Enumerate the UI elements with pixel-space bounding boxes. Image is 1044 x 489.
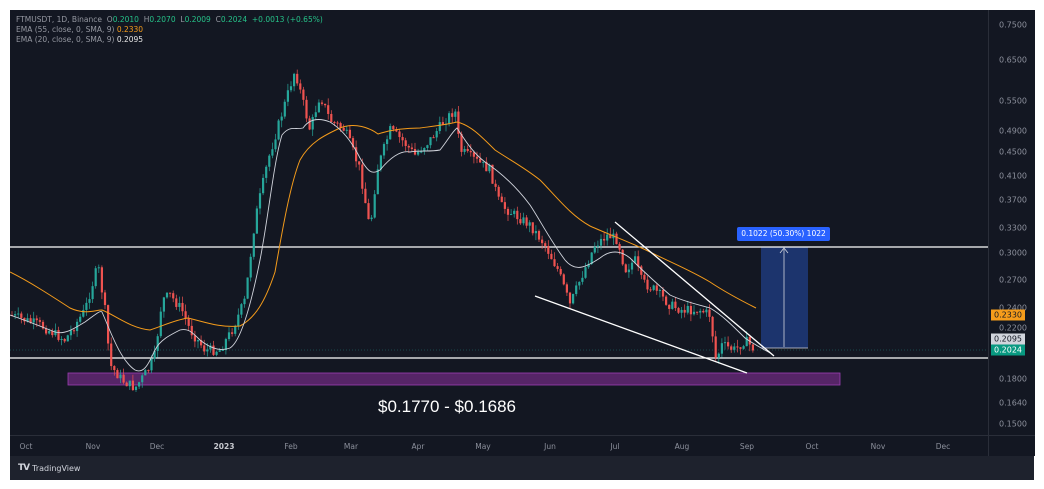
candlesticks [10, 69, 754, 392]
price-axis[interactable]: 0.7500 0.6500 0.5500 0.4900 0.4500 0.410… [988, 10, 1035, 435]
x-tick: Oct [805, 442, 819, 451]
y-tick: 0.3700 [999, 195, 1027, 205]
x-tick: Jul [610, 442, 620, 451]
x-tick: Oct [19, 442, 33, 451]
high-value: 0.2070 [149, 15, 176, 24]
y-tick: 0.1640 [999, 398, 1027, 408]
tradingview-logo-icon: TV [18, 463, 30, 473]
y-tick: 0.3000 [999, 248, 1027, 258]
time-axis[interactable]: Oct Nov Dec 2023 Feb Mar Apr May Jun Jul… [10, 435, 988, 456]
y-tick: 0.6500 [999, 55, 1027, 65]
measure-label[interactable]: 0.1022 (50.30%) 1022 [737, 227, 830, 241]
ema55-line [10, 121, 757, 331]
x-tick: Feb [284, 442, 298, 451]
tradingview-brand[interactable]: TV TradingView [18, 463, 80, 473]
ema55-price-badge: 0.2330 [991, 309, 1025, 321]
x-tick: Jun [544, 442, 556, 451]
last-price-badge: 0.2024 [991, 344, 1025, 356]
chart-frame: FTMUSDT, 1D, Binance O0.2010 H0.2070 L0.… [10, 10, 1035, 480]
open-value: 0.2010 [112, 15, 139, 24]
close-value: 0.2024 [220, 15, 248, 24]
y-tick: 0.4500 [999, 147, 1027, 157]
low-value: 0.2009 [184, 15, 211, 24]
x-tick: Dec [935, 442, 951, 451]
x-tick: 2023 [213, 442, 235, 451]
ema20-line [10, 119, 773, 372]
y-tick: 0.2400 [999, 303, 1027, 313]
ema20-value: 0.2095 [116, 35, 144, 44]
symbol-label[interactable]: FTMUSDT, 1D, Binance [16, 15, 102, 24]
y-tick: 0.1500 [999, 419, 1027, 429]
ema20-price-badge: 0.2095 [991, 333, 1025, 345]
price-chart-canvas[interactable] [10, 10, 988, 435]
change-value: +0.0013 (+0.65%) [251, 15, 323, 24]
chart-legend: FTMUSDT, 1D, Binance O0.2010 H0.2070 L0.… [16, 15, 323, 45]
y-tick: 0.4900 [999, 126, 1027, 136]
y-tick: 0.1800 [999, 374, 1027, 384]
y-tick: 0.4100 [999, 171, 1027, 181]
y-tick: 0.3300 [999, 223, 1027, 233]
legend-ema20-row[interactable]: EMA (20, close, 0, SMA, 9) 0.2095 [16, 35, 144, 44]
x-tick: Dec [149, 442, 165, 451]
measure-box[interactable] [761, 247, 808, 348]
support-zone-rect[interactable] [67, 372, 841, 386]
x-tick: Nov [85, 442, 101, 451]
axis-corner [988, 435, 1035, 456]
y-tick: 0.5500 [999, 96, 1027, 106]
x-tick: Apr [411, 442, 425, 451]
lower-wedge-trendline[interactable] [534, 295, 748, 374]
x-tick: May [475, 442, 491, 451]
y-tick: 0.2200 [999, 323, 1027, 333]
x-tick: Mar [343, 442, 359, 451]
y-tick: 0.2700 [999, 275, 1027, 285]
x-tick: Nov [870, 442, 886, 451]
y-tick: 0.7500 [999, 20, 1027, 30]
x-tick: Sep [739, 442, 755, 451]
brand-name: TradingView [32, 463, 81, 473]
ema55-value: 0.2330 [116, 25, 144, 34]
chart-plot-area[interactable]: FTMUSDT, 1D, Binance O0.2010 H0.2070 L0.… [10, 10, 988, 435]
support-zone-label[interactable]: $0.1770 - $0.1686 [378, 397, 517, 416]
legend-ema55-row[interactable]: EMA (55, close, 0, SMA, 9) 0.2330 [16, 25, 144, 34]
x-tick: Aug [674, 442, 690, 451]
legend-ohlc-row: FTMUSDT, 1D, Binance O0.2010 H0.2070 L0.… [16, 15, 323, 24]
upper-wedge-trendline[interactable] [614, 221, 775, 357]
